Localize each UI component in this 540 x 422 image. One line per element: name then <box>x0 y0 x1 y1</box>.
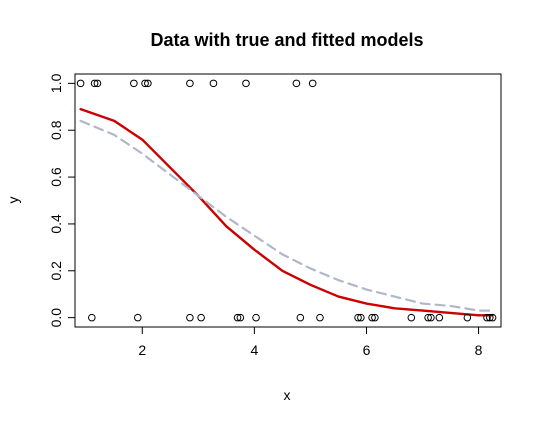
data-point <box>483 313 491 322</box>
data-point <box>427 313 435 322</box>
data-point <box>88 313 96 322</box>
data-point <box>186 79 194 88</box>
data-point <box>236 313 245 322</box>
y-axis: 0.0 0.2 0.4 0.6 0.8 1.0 <box>48 73 76 328</box>
y-tick-label: 0.6 <box>48 167 64 187</box>
data-point <box>186 313 194 322</box>
y-tick-label: 0.8 <box>48 120 64 140</box>
data-point <box>242 79 250 88</box>
points-layer <box>76 79 497 322</box>
x-axis: 2 4 6 8 <box>138 326 483 358</box>
data-point <box>93 79 102 88</box>
x-tick-label: 2 <box>138 342 146 358</box>
x-tick-label: 8 <box>475 342 483 358</box>
data-point <box>233 313 242 322</box>
data-point <box>316 313 324 322</box>
data-point <box>252 313 260 322</box>
x-tick-label: 4 <box>250 342 258 358</box>
x-tick-label: 6 <box>363 342 371 358</box>
data-point <box>488 313 497 322</box>
data-point <box>90 79 99 88</box>
data-point <box>485 313 494 322</box>
series-layer <box>79 107 494 317</box>
data-point <box>371 313 379 322</box>
data-point <box>308 79 317 88</box>
data-point <box>357 313 365 322</box>
data-point <box>296 313 305 322</box>
data-point <box>197 313 205 322</box>
data-point <box>209 79 218 88</box>
plot-frame <box>74 73 502 328</box>
data-point <box>133 313 142 322</box>
data-point <box>144 79 152 88</box>
data-point <box>354 313 362 322</box>
data-point <box>130 79 138 88</box>
y-tick-label: 0.2 <box>48 261 64 281</box>
data-point <box>141 79 149 88</box>
data-point <box>424 313 432 322</box>
x-axis-label: x <box>284 387 291 403</box>
chart-title: Data with true and fitted models <box>150 30 423 50</box>
y-tick-label: 1.0 <box>48 73 64 93</box>
data-point <box>368 313 376 322</box>
data-point <box>292 79 301 88</box>
dashed-model-curve <box>79 119 494 312</box>
y-tick-label: 0.4 <box>48 214 64 234</box>
data-point <box>407 313 416 322</box>
y-tick-label: 0.0 <box>48 308 64 328</box>
data-point <box>435 313 444 322</box>
y-axis-label: y <box>5 197 21 204</box>
data-point <box>76 79 85 88</box>
data-point <box>463 313 472 322</box>
solid-model-curve <box>79 107 494 317</box>
